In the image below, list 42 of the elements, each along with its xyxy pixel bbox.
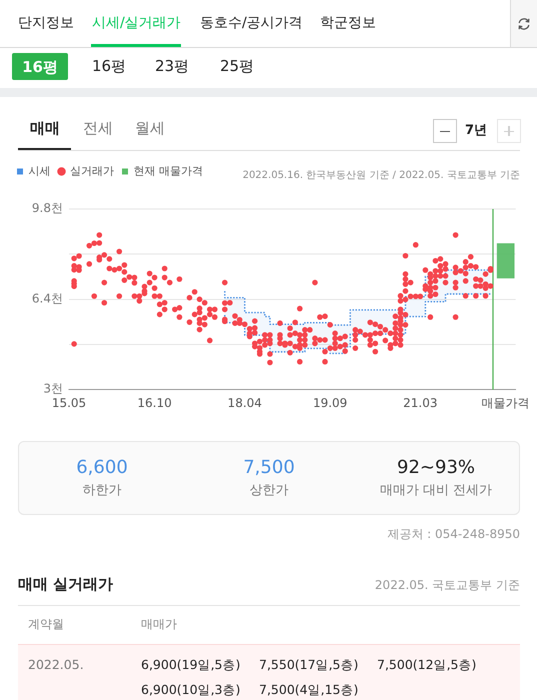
text: 매매가 <box>141 616 177 632</box>
text: 92~93% <box>397 457 475 479</box>
text: 하한가 <box>82 483 122 499</box>
legend-label: 실거래가 <box>70 164 114 178</box>
text: 동호수/공시가격 <box>200 14 303 32</box>
text: 7,500(4일,15층) <box>259 682 358 696</box>
text: 계약월 <box>28 616 64 632</box>
text: 매매 실거래가 <box>18 575 114 593</box>
text: 7,500 <box>243 457 295 479</box>
text: 6,600 <box>76 457 128 479</box>
text: 시세/실거래가 <box>92 14 181 32</box>
text: 6,900(19일,5층) <box>141 656 240 672</box>
text: 매매가 대비 전세가 <box>380 483 492 499</box>
x-tick-label: 21.03 <box>403 396 438 410</box>
text: 2022.05. <box>28 656 84 672</box>
x-tick-label: 19.09 <box>312 396 348 410</box>
text: 6,900(10일,3층) <box>141 682 240 696</box>
text: 7,500(12일,5층) <box>377 656 476 672</box>
y-tick-label: 3천 <box>43 382 63 396</box>
y-tick-label: 9.8천 <box>32 201 63 216</box>
text: 매매 <box>30 119 60 137</box>
x-tick-label: 16.10 <box>137 396 172 410</box>
text: 23평 <box>155 57 190 75</box>
x-tick-label: 15.05 <box>52 396 86 410</box>
text: 월세 <box>135 119 165 137</box>
text: 제공처 : 054-248-8950 <box>387 526 520 542</box>
text: 상한가 <box>250 483 288 499</box>
text: 25평 <box>220 57 254 75</box>
text: 16평 <box>92 57 126 75</box>
x-tick-label: 매물가격 <box>482 396 530 410</box>
y-tick-label: 6.4천 <box>32 291 63 306</box>
text: 7,550(17일,5층) <box>259 656 358 672</box>
text: 전세 <box>83 119 113 137</box>
x-tick-label: 18.04 <box>228 396 262 410</box>
tab-button: 16평 <box>12 53 68 80</box>
text: 학군정보 <box>320 14 376 32</box>
text: 7년 <box>464 123 488 139</box>
text: 2022.05.16. 한국부동산원 기준 / 2022.05. 국토교통부 기준 <box>242 170 520 182</box>
legend-label: 시세 <box>28 164 50 178</box>
text: 2022.05. 국토교통부 기준 <box>374 578 520 592</box>
text: 단지정보 <box>18 14 74 32</box>
legend-label: 현재 매물가격 <box>134 164 203 178</box>
